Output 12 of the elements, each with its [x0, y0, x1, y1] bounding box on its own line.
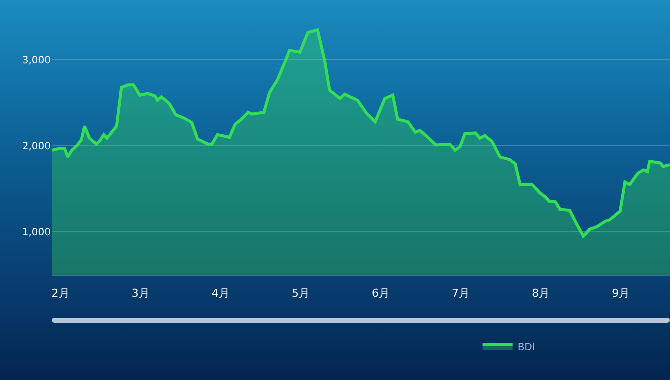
x-tick-label: 9月 — [612, 287, 630, 300]
x-tick-label: 7月 — [452, 287, 470, 300]
y-tick-label: 1,000 — [22, 228, 51, 239]
x-tick-label: 2月 — [52, 287, 70, 300]
x-tick-label: 6月 — [372, 287, 390, 300]
y-tick-label: 3,000 — [22, 56, 51, 67]
x-tick-label: 3月 — [132, 287, 150, 300]
legend-label: BDI — [518, 342, 536, 354]
x-tick-label: 4月 — [212, 287, 230, 300]
x-tick-label: 8月 — [532, 287, 550, 300]
y-tick-label: 2,000 — [22, 142, 51, 153]
x-tick-label: 5月 — [292, 287, 310, 300]
